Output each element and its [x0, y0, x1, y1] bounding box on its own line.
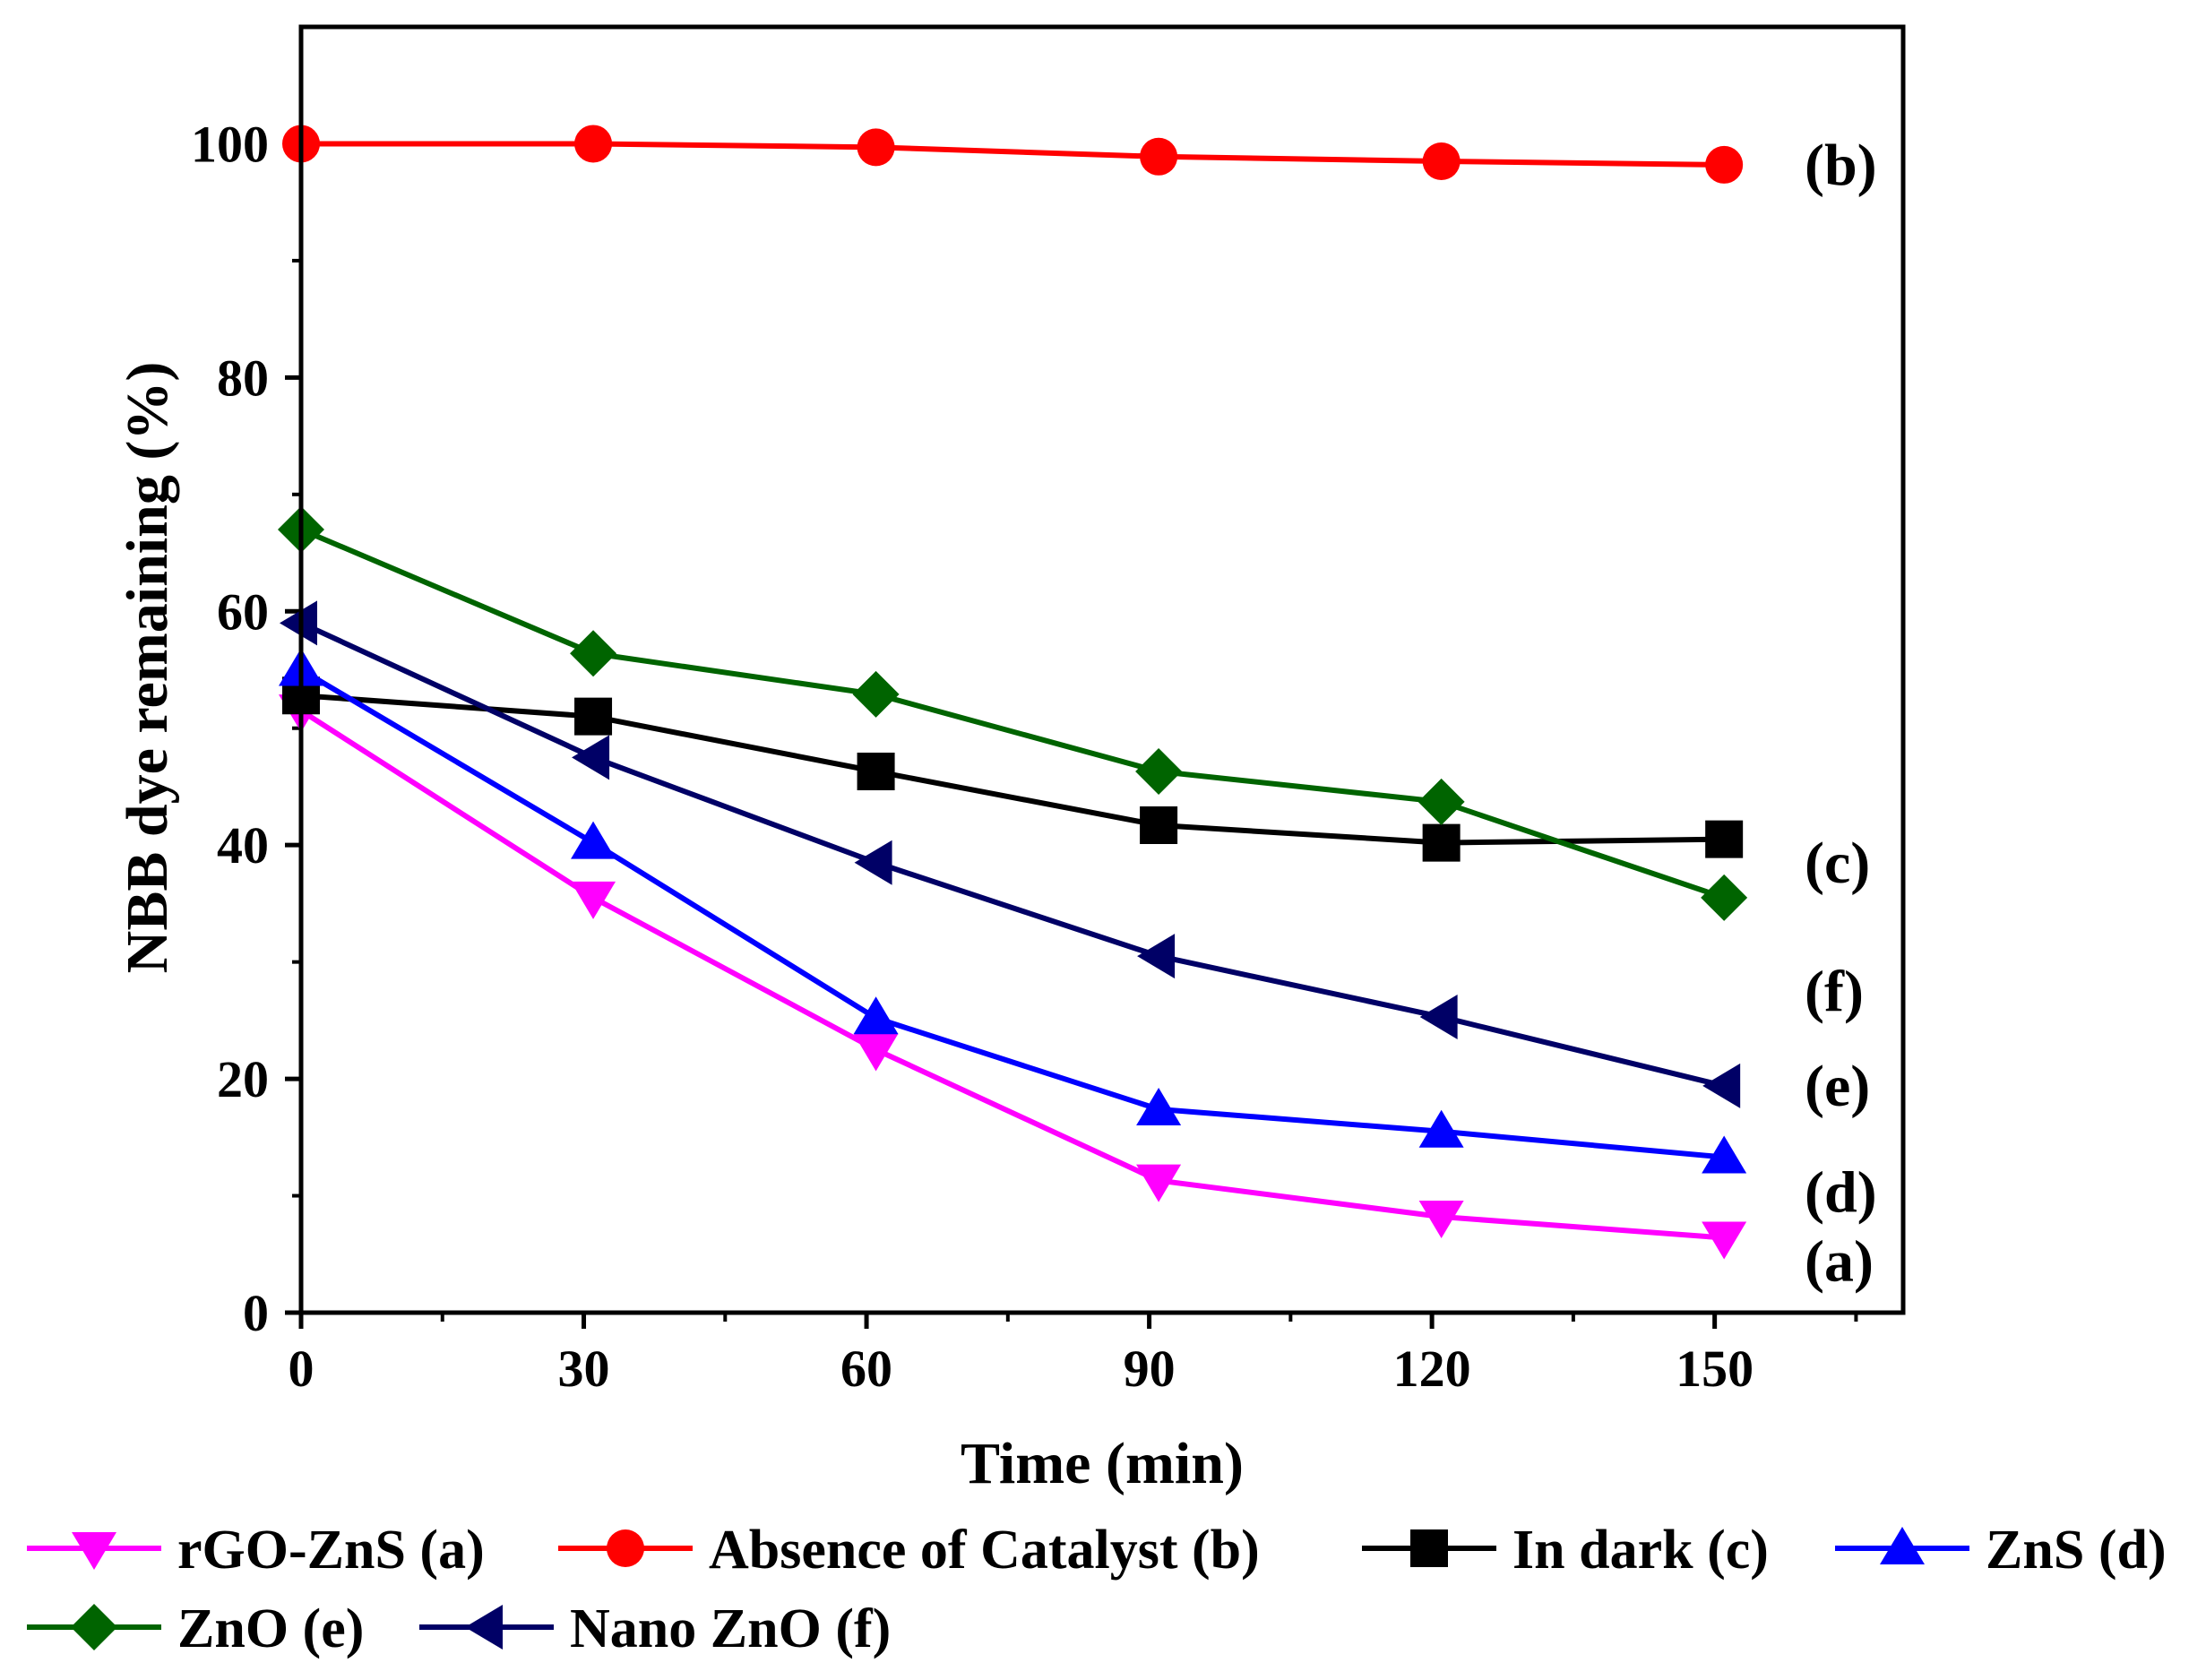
legend-marker — [465, 1605, 503, 1650]
data-point — [574, 125, 613, 163]
data-point — [571, 821, 616, 859]
data-point — [1705, 820, 1744, 858]
data-point — [1418, 778, 1465, 825]
data-point — [1136, 1088, 1182, 1126]
data-point — [1702, 1221, 1747, 1260]
end-label: (f) — [1805, 959, 1864, 1024]
y-tick-label: 60 — [217, 582, 269, 641]
data-point — [1705, 145, 1744, 184]
legend-marker — [72, 1532, 116, 1570]
series-2 — [282, 125, 1744, 184]
legend-item: ZnO (e) — [27, 1598, 364, 1659]
series-line — [299, 620, 1725, 1089]
legend-marker — [71, 1604, 117, 1650]
data-point — [570, 630, 617, 677]
legend-label: ZnO (e) — [177, 1598, 364, 1659]
legend-label: Nano ZnO (f) — [570, 1598, 891, 1659]
data-point — [852, 670, 900, 718]
data-point — [1418, 1201, 1464, 1239]
x-tick-label: 60 — [840, 1340, 892, 1398]
legend-item: In dark (c) — [1362, 1520, 1769, 1581]
data-point — [1140, 137, 1178, 176]
x-tick-label: 120 — [1393, 1340, 1471, 1398]
series-line — [299, 708, 1725, 1241]
data-point — [280, 600, 317, 646]
y-tick-label: 0 — [243, 1284, 269, 1342]
end-label: (c) — [1805, 831, 1870, 896]
data-point — [1422, 823, 1461, 862]
x-tick-label: 30 — [558, 1340, 610, 1398]
legend: rGO-ZnS (a) Absence of Catalyst (b) In dar… — [27, 1520, 2167, 1659]
data-point — [1702, 1063, 1741, 1108]
x-axis-label: Time (min) — [961, 1431, 1244, 1496]
data-point — [572, 735, 610, 780]
legend-label: ZnS (d) — [1986, 1520, 2167, 1581]
end-label: (d) — [1805, 1160, 1877, 1226]
data-point — [1136, 1164, 1182, 1202]
legend-marker — [1410, 1529, 1448, 1567]
y-tick-label: 40 — [217, 816, 269, 874]
data-point — [857, 128, 895, 167]
data-point — [1137, 934, 1176, 979]
data-point — [574, 697, 613, 736]
data-point — [853, 996, 899, 1035]
end-label-layer: (a) (b) (c) (d) (f) (e) — [1805, 133, 1877, 1295]
series-1 — [279, 694, 1747, 1260]
end-label: (a) — [1805, 1229, 1874, 1295]
legend-label: rGO-ZnS (a) — [177, 1520, 485, 1581]
data-point — [1701, 874, 1748, 921]
data-point — [1419, 994, 1458, 1039]
series-line — [299, 667, 1725, 1160]
series-6 — [280, 600, 1741, 1108]
x-tick-label: 0 — [289, 1340, 315, 1398]
series-layer — [278, 125, 1748, 1260]
data-point — [1702, 1135, 1747, 1174]
data-point — [1418, 1109, 1464, 1148]
y-axis-label: NBB dye remaining (%) — [115, 362, 180, 974]
tick-layer: 0 30 60 90 120 150 0 20 40 60 80 100 — [191, 115, 1858, 1398]
y-tick-label: 80 — [217, 349, 269, 407]
legend-label: In dark (c) — [1512, 1520, 1769, 1581]
plot-frame — [298, 24, 1906, 1315]
end-label: (b) — [1805, 133, 1877, 198]
y-tick-label: 20 — [217, 1050, 269, 1108]
legend-label: Absence of Catalyst (b) — [709, 1520, 1260, 1581]
data-point — [854, 840, 892, 885]
data-point — [1135, 747, 1183, 795]
legend-item: Absence of Catalyst (b) — [558, 1520, 1260, 1581]
legend-marker — [607, 1529, 644, 1567]
legend-item: ZnS (d) — [1835, 1520, 2167, 1581]
x-tick-label: 150 — [1676, 1340, 1754, 1398]
legend-marker — [1880, 1527, 1925, 1564]
data-point — [853, 1033, 899, 1072]
series-3 — [282, 676, 1744, 862]
series-5 — [278, 505, 1748, 921]
data-point — [857, 752, 895, 790]
series-4 — [279, 648, 1747, 1174]
end-label: (e) — [1805, 1054, 1870, 1119]
x-tick-label: 90 — [1124, 1340, 1176, 1398]
data-point — [571, 881, 616, 919]
legend-item: Nano ZnO (f) — [419, 1598, 891, 1659]
legend-item: rGO-ZnS (a) — [27, 1520, 485, 1581]
data-point — [1422, 142, 1461, 181]
series-line — [301, 141, 1725, 168]
data-point — [1140, 806, 1178, 845]
series-line — [300, 693, 1725, 846]
y-tick-label: 100 — [191, 115, 269, 173]
series-line — [299, 527, 1726, 900]
